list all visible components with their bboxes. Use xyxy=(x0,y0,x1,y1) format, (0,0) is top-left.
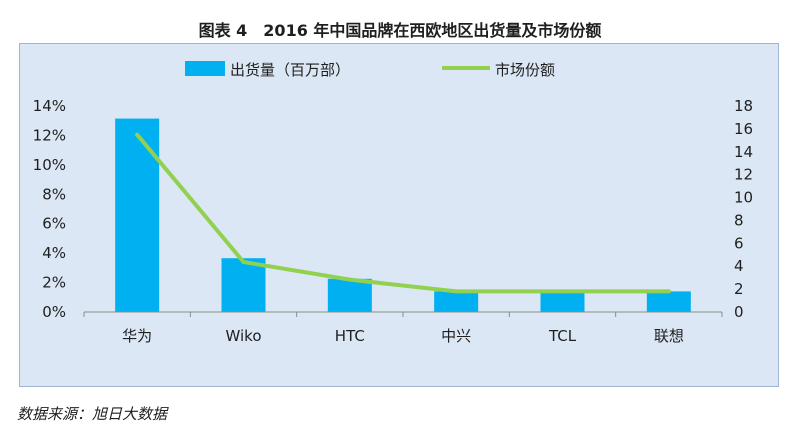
category-label: 中兴 xyxy=(441,327,471,345)
page-title: 图表 4 2016 年中国品牌在西欧地区出货量及市场份额 xyxy=(198,21,602,40)
right-tick-label: 16 xyxy=(734,120,753,138)
left-tick-label: 14% xyxy=(33,97,66,115)
axis-lines xyxy=(83,311,723,317)
bar-0 xyxy=(115,118,160,312)
right-axis-ticks: 0 2 4 6 8 10 12 14 16 18 xyxy=(734,97,753,321)
category-label: HTC xyxy=(335,327,365,345)
market-share-line xyxy=(135,132,671,294)
left-tick-label: 2% xyxy=(42,274,66,292)
right-tick-label: 14 xyxy=(734,143,753,161)
right-tick-label: 6 xyxy=(734,234,744,252)
right-tick-label: 10 xyxy=(734,189,753,207)
left-tick-label: 6% xyxy=(42,215,66,233)
category-label: Wiko xyxy=(226,327,262,345)
legend-label-line: 市场份额 xyxy=(495,61,555,79)
line-point-2 xyxy=(347,277,352,282)
source-note: 数据来源：旭日大数据 xyxy=(17,405,168,423)
right-tick-label: 2 xyxy=(734,280,744,298)
right-tick-label: 4 xyxy=(734,257,744,275)
left-tick-label: 12% xyxy=(33,126,66,144)
bar-5 xyxy=(646,291,691,312)
category-labels: 华为 Wiko HTC 中兴 TCL 联想 xyxy=(122,327,684,345)
line-point-0 xyxy=(135,132,140,137)
line-series xyxy=(135,132,671,294)
left-tick-label: 0% xyxy=(42,303,66,321)
bar-3 xyxy=(434,291,479,312)
bar-1 xyxy=(221,258,266,312)
chart-svg: 出货量（百万部） 市场份额 0% 2% 4% 6% 8% 10% 12% 14% 0 2 4 6 8 10… xyxy=(33,61,753,345)
line-point-5 xyxy=(666,289,671,294)
right-tick-label: 8 xyxy=(734,211,744,229)
line-point-4 xyxy=(560,289,565,294)
bar-2 xyxy=(327,278,372,312)
bar-4 xyxy=(540,291,585,312)
bars xyxy=(115,118,691,312)
legend-label-bar: 出货量（百万部） xyxy=(230,61,350,79)
line-point-3 xyxy=(454,289,459,294)
category-label: 联想 xyxy=(654,327,684,345)
left-tick-label: 8% xyxy=(42,185,66,203)
right-tick-label: 12 xyxy=(734,166,753,184)
right-tick-label: 0 xyxy=(734,303,744,321)
left-tick-label: 4% xyxy=(42,244,66,262)
legend-swatch-bar xyxy=(185,61,225,76)
left-axis-ticks: 0% 2% 4% 6% 8% 10% 12% 14% xyxy=(33,97,66,321)
category-label: TCL xyxy=(548,327,577,345)
right-tick-label: 18 xyxy=(734,97,753,115)
legend: 出货量（百万部） 市场份额 xyxy=(185,61,555,79)
left-tick-label: 10% xyxy=(33,156,66,174)
category-label: 华为 xyxy=(122,327,152,345)
line-point-1 xyxy=(241,259,246,264)
